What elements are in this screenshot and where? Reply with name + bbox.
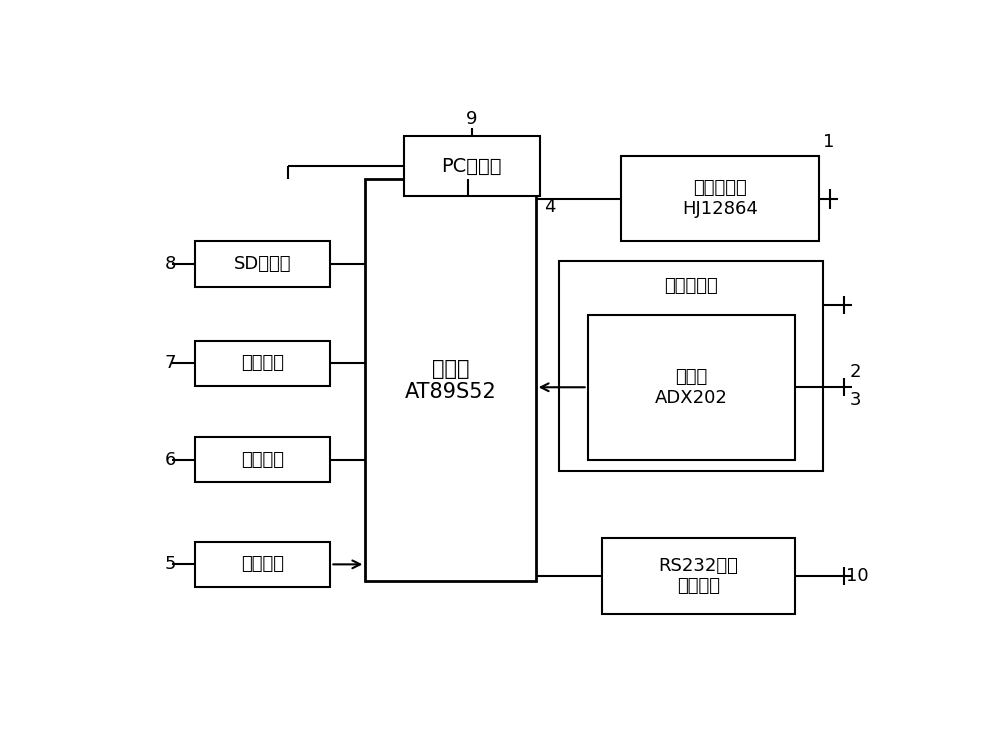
Text: 传感器
ADX202: 传感器 ADX202 — [655, 368, 728, 407]
Bar — [195, 241, 330, 287]
Text: 振荡电路: 振荡电路 — [241, 450, 284, 469]
Text: 9: 9 — [466, 110, 477, 129]
Bar — [559, 261, 822, 471]
Text: 坡度检测仪: 坡度检测仪 — [664, 277, 718, 295]
Bar — [195, 542, 330, 587]
Bar — [602, 538, 795, 615]
Text: SD存储卡: SD存储卡 — [234, 255, 291, 273]
Bar — [621, 156, 819, 241]
Text: 按键电路: 按键电路 — [241, 556, 284, 573]
Text: RS232串口
下载电路: RS232串口 下载电路 — [659, 556, 738, 595]
Text: 单片机
AT89S52: 单片机 AT89S52 — [405, 358, 496, 402]
Text: 10: 10 — [846, 567, 869, 584]
Bar — [195, 437, 330, 482]
Text: PC上位机: PC上位机 — [442, 157, 502, 176]
Text: 8: 8 — [164, 255, 176, 273]
Text: 5: 5 — [164, 556, 176, 573]
Text: 2: 2 — [849, 363, 861, 381]
Text: 液晶显示器
HJ12864: 液晶显示器 HJ12864 — [682, 180, 758, 219]
Bar — [404, 136, 540, 196]
Text: 3: 3 — [849, 391, 861, 409]
Text: 7: 7 — [164, 354, 176, 372]
Bar — [365, 179, 536, 581]
Text: 1: 1 — [823, 133, 834, 151]
Text: 复位电路: 复位电路 — [241, 354, 284, 372]
Bar — [588, 315, 795, 459]
Text: 4: 4 — [544, 198, 555, 216]
Text: 6: 6 — [164, 450, 176, 469]
Bar — [195, 341, 330, 386]
